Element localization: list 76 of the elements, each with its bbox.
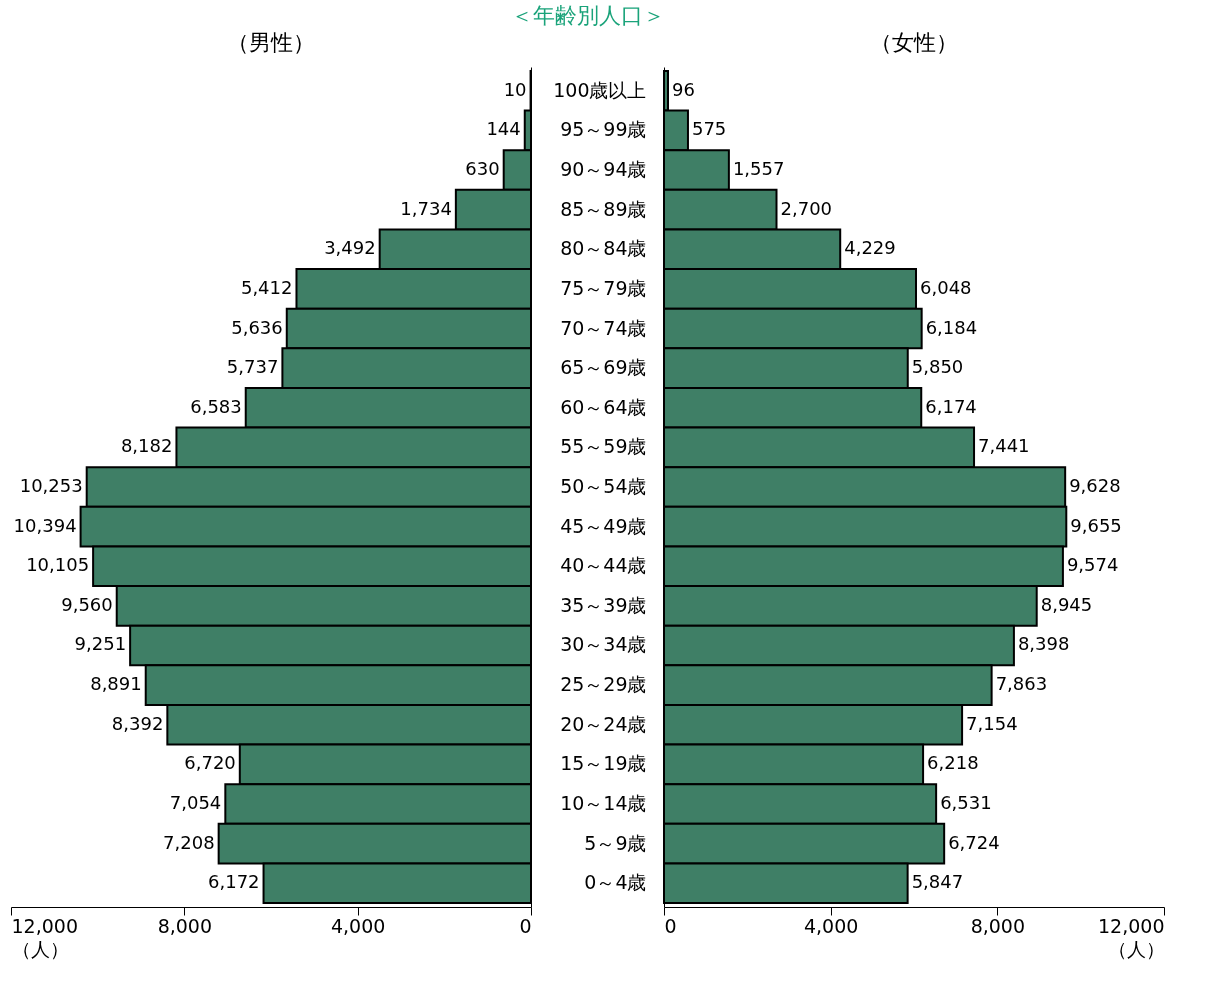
data-label: 10 (503, 78, 527, 100)
y-tick-label: 85～89歳 (560, 197, 647, 220)
y-tick-label: 10～14歳 (560, 791, 647, 814)
y-tick-label: 40～44歳 (560, 554, 647, 577)
y-tick-label: 50～54歳 (560, 475, 647, 497)
data-label: 7,441 (978, 435, 1030, 457)
y-tick-label: 25～29歳 (560, 673, 647, 696)
data-label: 7,208 (163, 831, 215, 853)
data-label: 144 (486, 118, 521, 140)
x-tick-label: 0 (664, 914, 677, 937)
data-label: 2,700 (780, 197, 833, 219)
y-tick-label: 35～39歳 (560, 593, 647, 616)
data-label: 5,636 (231, 316, 283, 338)
text: ＜年齢別人口＞ (510, 3, 665, 28)
x-tick-label: 12,000 (1098, 914, 1165, 937)
y-tick-label: 90～94歳 (560, 158, 647, 181)
data-label: 96 (672, 78, 695, 100)
y-tick-label: 20～24歳 (560, 712, 647, 735)
data-label: 575 (691, 118, 727, 140)
data-label: 1,734 (400, 197, 452, 219)
data-label: 630 (465, 158, 500, 180)
y-tick-label: 65～69歳 (560, 356, 647, 379)
data-label: 6,720 (184, 752, 236, 774)
x-tick-label: 4,000 (803, 914, 859, 937)
data-label: 6,583 (190, 395, 242, 417)
data-label: 5,737 (226, 356, 279, 378)
y-tick-label: 30～34歳 (560, 633, 647, 656)
x-axis-title: （人） (1107, 937, 1165, 960)
data-label: 6,174 (925, 395, 977, 417)
y-tick-label: 70～74歳 (560, 316, 647, 339)
y-tick-label: 60～64歳 (560, 395, 647, 418)
data-label: 9,560 (61, 593, 113, 615)
y-tick-label: 55～59歳 (560, 435, 647, 458)
data-label: 1,557 (732, 158, 785, 180)
x-tick-label: 0 (519, 914, 532, 937)
y-tick-label: 15～19歳 (560, 752, 647, 775)
data-label: 8,891 (90, 673, 142, 695)
x-tick-label: 4,000 (330, 914, 386, 937)
data-label: 6,184 (925, 316, 978, 338)
x-tick-label: 8,000 (157, 914, 213, 937)
data-label: 9,655 (1070, 514, 1122, 536)
y-tick-label: 0～4歳 (584, 871, 647, 894)
y-tick-label: 80～84歳 (560, 237, 647, 260)
data-label: 4,229 (844, 237, 896, 259)
data-label: 6,048 (920, 276, 972, 298)
data-label: 3,492 (324, 237, 376, 259)
x-axis-title: （人） (11, 937, 69, 960)
data-label: 6,724 (948, 831, 1000, 853)
x-tick-label: 8,000 (970, 914, 1026, 937)
data-label: 9,251 (74, 633, 127, 655)
chart-subtitle: （女性） (870, 30, 958, 55)
data-label: 6,218 (927, 752, 979, 774)
data-label: 8,182 (120, 435, 173, 457)
y-tick-label: 75～79歳 (560, 276, 647, 299)
data-label: 10,253 (19, 475, 83, 496)
data-label: 8,398 (1017, 633, 1070, 655)
data-label: 10,105 (26, 554, 90, 576)
x-tick-label: 12,000 (11, 914, 78, 937)
chart-subtitle: （男性） (227, 30, 315, 55)
data-label: 7,863 (995, 673, 1048, 695)
data-label: 9,628 (1069, 475, 1121, 496)
data-label: 5,412 (240, 276, 293, 298)
data-label: 5,847 (911, 871, 964, 893)
data-label: 6,172 (208, 871, 260, 893)
data-label: 10,394 (13, 514, 77, 536)
y-tick-label: 100歳以上 (553, 78, 647, 101)
y-tick-label: 5～9歳 (584, 831, 647, 854)
data-label: 5,850 (911, 356, 964, 378)
data-label: 7,154 (966, 712, 1018, 734)
data-label: 6,531 (940, 791, 992, 813)
y-tick-label: 45～49歳 (560, 514, 647, 537)
y-tick-label: 95～99歳 (560, 118, 647, 141)
data-label: 8,392 (111, 712, 164, 734)
data-label: 7,054 (169, 791, 222, 813)
data-label: 9,574 (1066, 554, 1119, 576)
data-label: 8,945 (1040, 593, 1093, 615)
